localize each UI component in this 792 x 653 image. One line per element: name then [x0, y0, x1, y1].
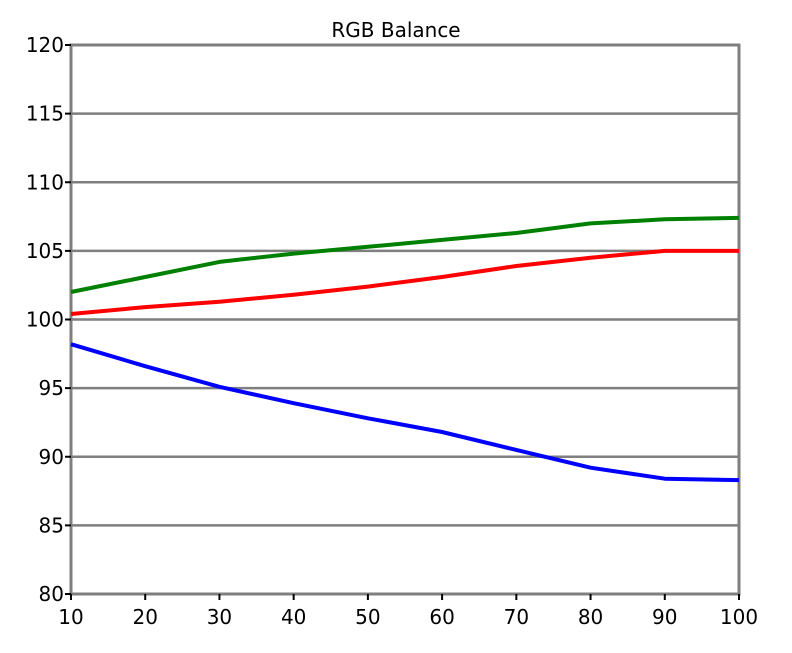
x-tick-label: 70 — [504, 605, 529, 629]
x-tick-label: 90 — [652, 605, 677, 629]
y-tick-label: 110 — [26, 170, 64, 194]
y-tick-label: 115 — [26, 102, 64, 126]
y-tick-label: 120 — [26, 33, 64, 57]
y-tick-label: 80 — [39, 582, 64, 606]
y-tick-label: 95 — [39, 376, 64, 400]
x-tick-label: 30 — [207, 605, 232, 629]
y-tick-label: 100 — [26, 308, 64, 332]
x-tick-label: 80 — [578, 605, 603, 629]
blue-series-line — [70, 342, 740, 483]
green-series-line — [70, 215, 740, 294]
y-tick-label: 105 — [26, 239, 64, 263]
x-tick-label: 50 — [355, 605, 380, 629]
chart-title: RGB Balance — [331, 18, 461, 42]
y-tick-label: 90 — [39, 445, 64, 469]
x-tick-label: 20 — [132, 605, 157, 629]
y-tick-label: 85 — [39, 513, 64, 537]
x-tick-label: 40 — [281, 605, 306, 629]
x-tick-label: 10 — [58, 605, 83, 629]
x-tick-label: 100 — [720, 605, 758, 629]
x-tick-label: 60 — [429, 605, 454, 629]
red-series-line — [70, 248, 739, 316]
